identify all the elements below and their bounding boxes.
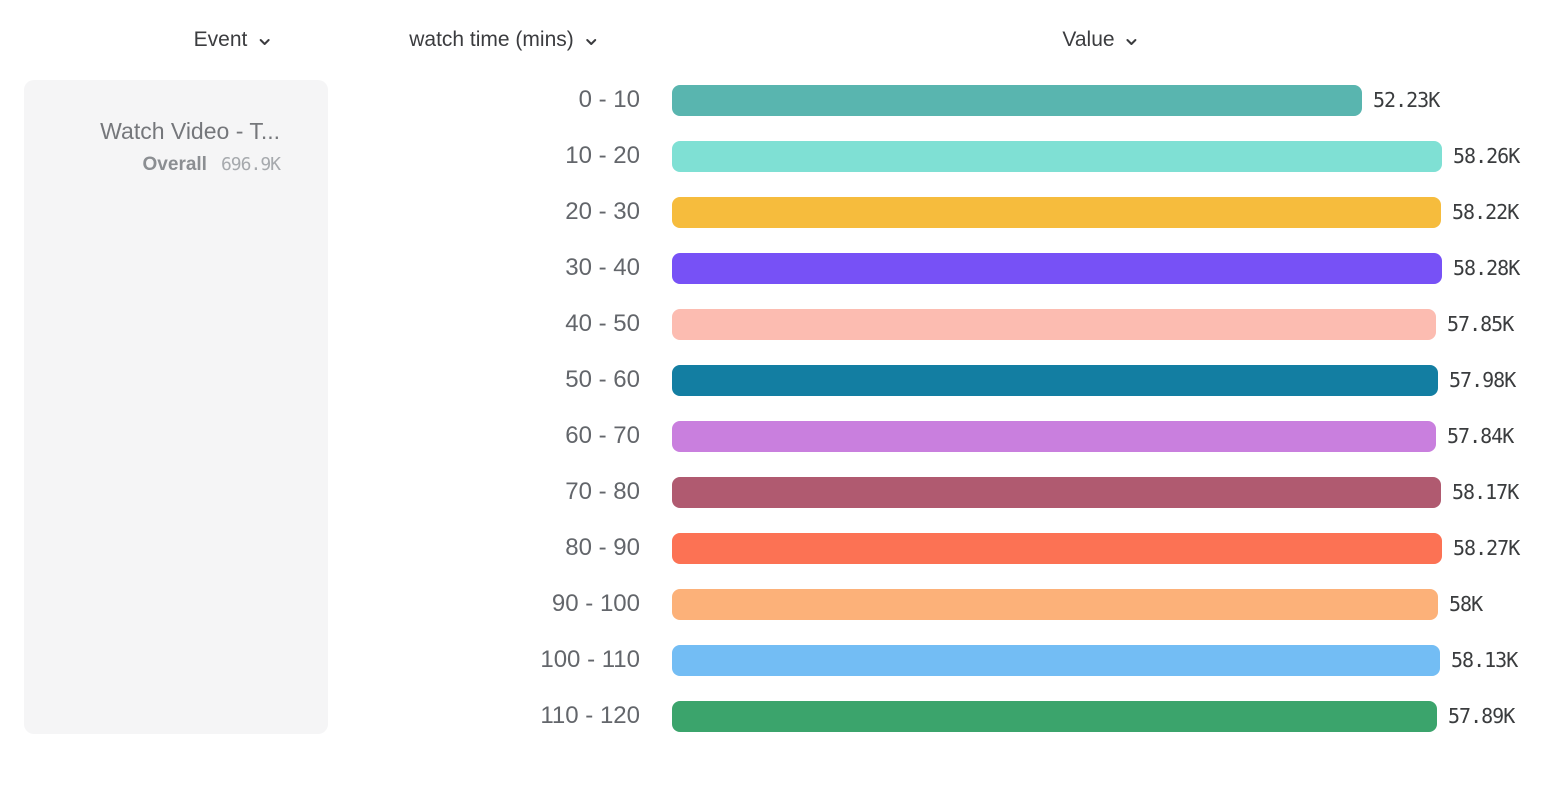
bar-value-label: 52.23K — [1373, 88, 1440, 112]
bucket-label: 90 - 100 — [551, 590, 640, 617]
chart-row: 80 - 90 58.27K — [0, 520, 1568, 576]
overall-row: Overall 696.9K — [40, 153, 281, 176]
bar-segment[interactable] — [672, 476, 1441, 508]
event-title: Watch Video - T... — [100, 118, 280, 144]
chart-row: 90 - 100 58K — [0, 576, 1568, 632]
bar-segment[interactable] — [672, 308, 1436, 340]
bar-value-label: 58.27K — [1453, 536, 1520, 560]
bar-value-label: 58.28K — [1453, 256, 1520, 280]
bar-value-label: 58K — [1449, 592, 1483, 616]
value-column-dropdown[interactable]: Value — [1062, 28, 1139, 52]
breakdown-column-dropdown[interactable]: watch time (mins) — [409, 28, 599, 52]
event-column-label: Event — [193, 28, 248, 51]
chart-row: 10 - 20 58.26K — [0, 128, 1568, 184]
bar-value-label: 57.89K — [1448, 704, 1515, 728]
bar-segment[interactable] — [672, 196, 1441, 228]
chart-row: 20 - 30 58.22K — [0, 184, 1568, 240]
chart-row: 50 - 60 57.98K — [0, 352, 1568, 408]
bucket-label: 80 - 90 — [565, 534, 640, 561]
bucket-label: 10 - 20 — [565, 142, 640, 169]
bar-segment[interactable] — [672, 140, 1442, 172]
chart-row: 40 - 50 57.85K — [0, 296, 1568, 352]
chevron-down-icon — [256, 34, 272, 50]
bar-value-label: 57.85K — [1447, 312, 1514, 336]
bucket-label: 60 - 70 — [565, 422, 640, 449]
event-column-dropdown[interactable]: Event — [194, 28, 273, 52]
bucket-label: 40 - 50 — [565, 310, 640, 337]
chart-row: 110 - 120 57.89K — [0, 688, 1568, 744]
chart-row: 0 - 10 52.23K — [0, 72, 1568, 128]
bar-segment[interactable] — [672, 532, 1442, 564]
overall-label: Overall — [142, 153, 207, 175]
bucket-label: 70 - 80 — [565, 478, 640, 505]
bucket-label: 110 - 120 — [540, 702, 640, 729]
bar-segment[interactable] — [672, 364, 1438, 396]
event-summary-card[interactable]: Watch Video - T... Overall 696.9K — [24, 80, 328, 734]
overall-value: 696.9K — [220, 153, 281, 175]
bar-value-label: 58.22K — [1452, 200, 1519, 224]
chart-row: 100 - 110 58.13K — [0, 632, 1568, 688]
value-column-label: Value — [1062, 28, 1115, 51]
chart-row: 70 - 80 58.17K — [0, 464, 1568, 520]
bucket-label: 30 - 40 — [565, 254, 640, 281]
bar-segment[interactable] — [672, 252, 1442, 284]
bar-chart: 0 - 10 52.23K 10 - 20 58.26K 20 - 30 58.22K 30… — [0, 72, 1568, 744]
bar-segment[interactable] — [672, 420, 1436, 452]
bar-value-label: 57.98K — [1449, 368, 1516, 392]
bar-value-label: 58.26K — [1453, 144, 1520, 168]
bar-segment[interactable] — [672, 84, 1362, 116]
breakdown-column-label: watch time (mins) — [409, 28, 574, 51]
chevron-down-icon — [583, 34, 599, 50]
bar-segment[interactable] — [672, 588, 1438, 620]
bucket-label: 0 - 10 — [578, 86, 640, 113]
bar-value-label: 57.84K — [1447, 424, 1514, 448]
bar-segment[interactable] — [672, 700, 1437, 732]
chevron-down-icon — [1124, 34, 1140, 50]
chart-row: 60 - 70 57.84K — [0, 408, 1568, 464]
bucket-label: 100 - 110 — [540, 646, 640, 673]
bar-value-label: 58.13K — [1451, 648, 1518, 672]
bucket-label: 20 - 30 — [565, 198, 640, 225]
chart-row: 30 - 40 58.28K — [0, 240, 1568, 296]
bar-segment[interactable] — [672, 644, 1440, 676]
bar-value-label: 58.17K — [1452, 480, 1519, 504]
bucket-label: 50 - 60 — [565, 366, 640, 393]
